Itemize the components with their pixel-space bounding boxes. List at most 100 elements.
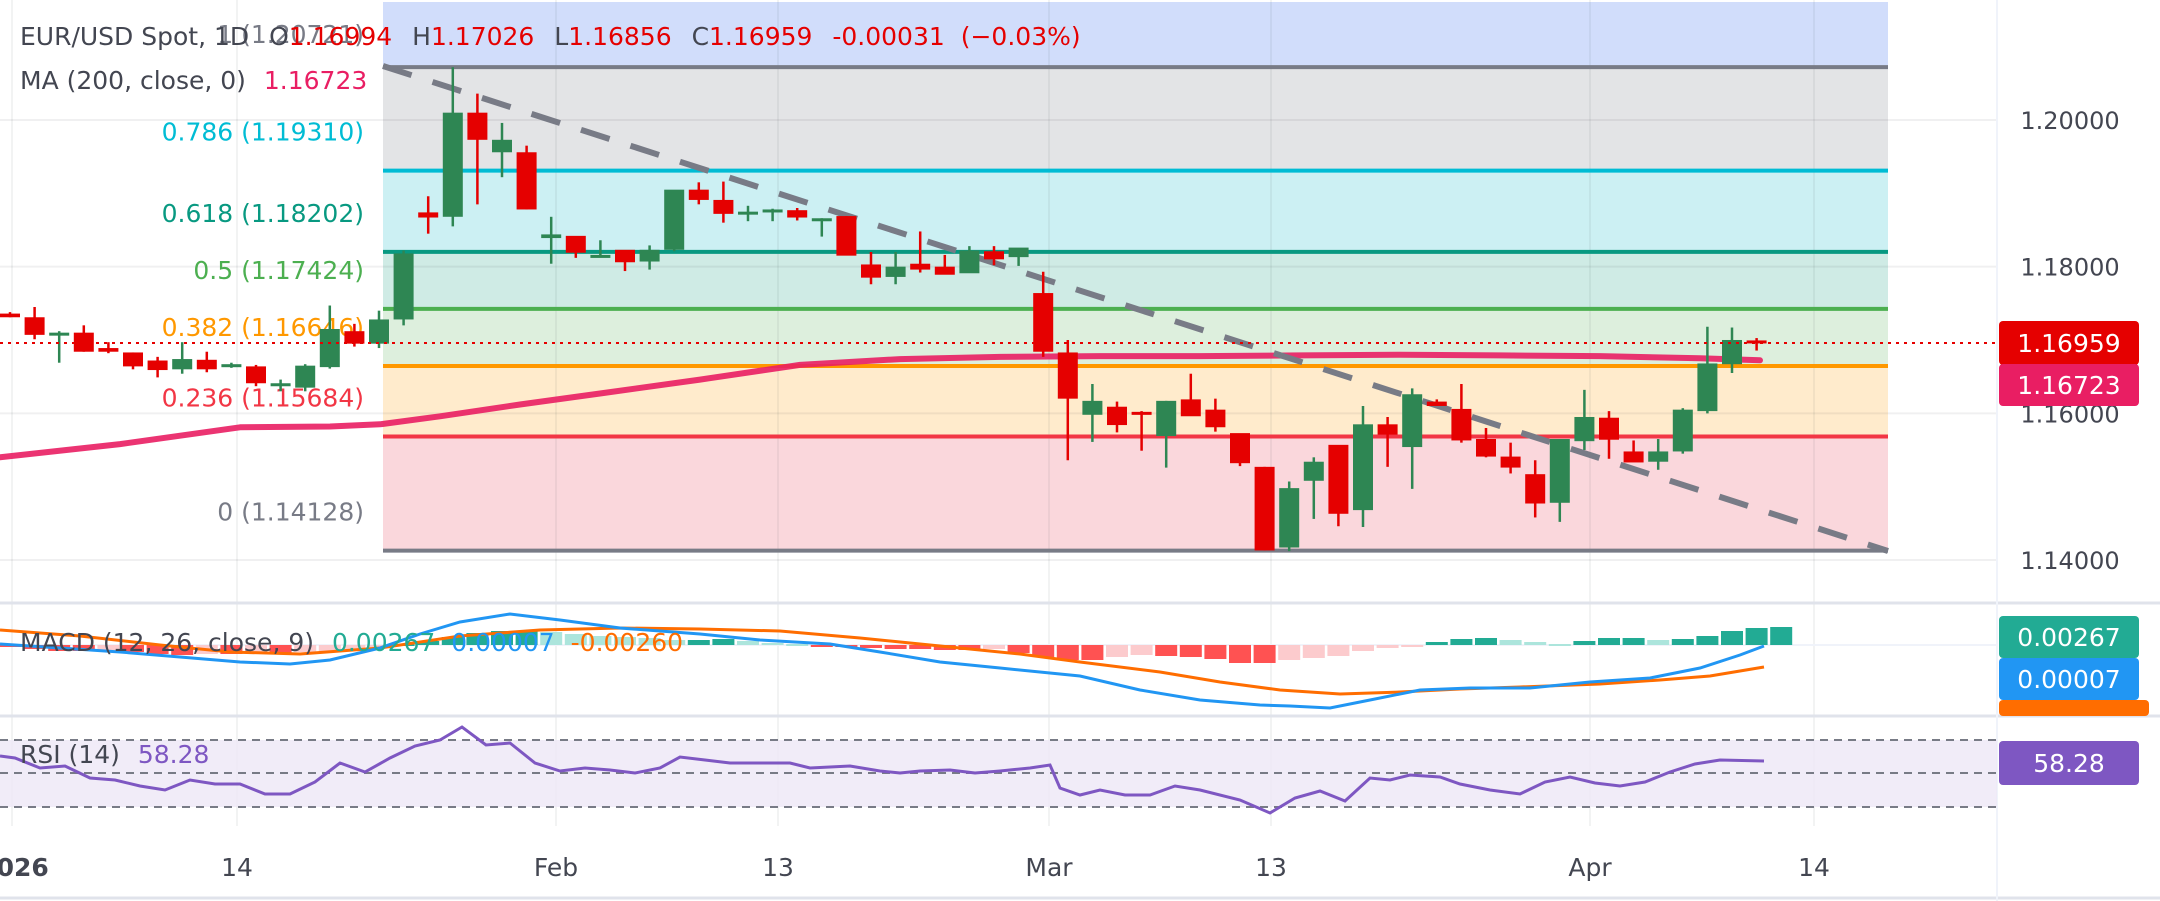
- macd-label[interactable]: MACD (12, 26, close, 9): [20, 628, 314, 657]
- candle[interactable]: [1648, 438, 1669, 470]
- candle[interactable]: [418, 196, 439, 234]
- candle[interactable]: [836, 216, 857, 256]
- candle[interactable]: [221, 362, 242, 368]
- candle[interactable]: [713, 181, 734, 223]
- candle[interactable]: [1549, 438, 1570, 522]
- candle[interactable]: [1426, 399, 1447, 406]
- candle[interactable]: [295, 364, 316, 392]
- candle[interactable]: [1697, 326, 1718, 414]
- candle[interactable]: [246, 364, 266, 387]
- candle[interactable]: [885, 251, 906, 285]
- candle[interactable]: [762, 208, 783, 222]
- candle[interactable]: [1623, 440, 1644, 463]
- candle[interactable]: [1107, 401, 1127, 433]
- candle[interactable]: [1672, 408, 1693, 454]
- candle[interactable]: [1180, 373, 1201, 417]
- candle[interactable]: [1057, 339, 1078, 461]
- candle[interactable]: [393, 250, 414, 326]
- rsi-pane[interactable]: [0, 725, 1997, 815]
- candle[interactable]: [639, 245, 660, 270]
- macd-histogram-bar: [1130, 645, 1153, 655]
- candle[interactable]: [1008, 247, 1029, 266]
- candle[interactable]: [1254, 466, 1275, 551]
- candle[interactable]: [1476, 427, 1496, 458]
- trendline-dashed[interactable]: [382, 63, 1889, 554]
- candle[interactable]: [123, 352, 143, 370]
- candle[interactable]: [984, 246, 1004, 266]
- candle[interactable]: [664, 189, 685, 252]
- macd-pane[interactable]: [0, 612, 1997, 710]
- candle[interactable]: [1279, 481, 1300, 552]
- candle[interactable]: [615, 249, 635, 272]
- candle[interactable]: [738, 205, 758, 222]
- candle[interactable]: [1303, 457, 1324, 519]
- candle[interactable]: [1033, 271, 1054, 357]
- time-label-7: 14: [1798, 853, 1830, 882]
- macd-line[interactable]: [0, 612, 1765, 710]
- candle[interactable]: [1377, 416, 1398, 467]
- candle[interactable]: [1328, 444, 1349, 527]
- candle[interactable]: [196, 351, 217, 373]
- candle-body: [1500, 456, 1521, 468]
- macd-histogram-bar: [1745, 628, 1768, 645]
- candle[interactable]: [1500, 442, 1521, 474]
- rsi-value: 58.28: [137, 740, 210, 769]
- candle[interactable]: [147, 356, 168, 378]
- macd-histogram-bar: [1671, 639, 1694, 645]
- candle[interactable]: [787, 207, 808, 221]
- candle[interactable]: [369, 310, 389, 349]
- symbol-title[interactable]: EUR/USD Spot, 1D: [20, 22, 250, 51]
- macd-histogram-bar: [983, 645, 1005, 649]
- macd-histogram-bar: [122, 645, 144, 652]
- candle[interactable]: [73, 325, 94, 352]
- change-value: -0.00031: [832, 22, 945, 51]
- candle[interactable]: [516, 145, 537, 210]
- descending-trendline[interactable]: [382, 63, 1889, 554]
- rsi-label[interactable]: RSI (14): [20, 740, 120, 769]
- candle[interactable]: [1746, 338, 1767, 351]
- candle-body: [492, 139, 512, 153]
- candle[interactable]: [688, 182, 709, 205]
- candle[interactable]: [959, 246, 980, 274]
- candlestick-series[interactable]: [0, 67, 1767, 552]
- candle[interactable]: [1525, 460, 1546, 518]
- candle[interactable]: [811, 218, 832, 237]
- candle[interactable]: [1574, 389, 1595, 450]
- time-label-0: 2026: [0, 853, 49, 882]
- ma-200-line[interactable]: [0, 351, 1763, 461]
- candle[interactable]: [590, 240, 611, 258]
- candle[interactable]: [1451, 383, 1472, 443]
- candle[interactable]: [1230, 433, 1250, 467]
- candle[interactable]: [1205, 398, 1226, 432]
- macd-histogram-bar: [1499, 640, 1522, 645]
- candle[interactable]: [172, 342, 193, 374]
- candle[interactable]: [98, 342, 119, 354]
- candle[interactable]: [565, 235, 586, 258]
- candle[interactable]: [861, 251, 881, 285]
- candle[interactable]: [467, 93, 488, 205]
- ma-price-badge-bg: [1999, 363, 2139, 406]
- candle[interactable]: [1131, 411, 1152, 451]
- candle[interactable]: [24, 306, 45, 340]
- candle[interactable]: [1082, 383, 1103, 442]
- candle[interactable]: [319, 305, 340, 369]
- candle[interactable]: [1722, 327, 1742, 373]
- candle[interactable]: [442, 67, 463, 227]
- rsi-line[interactable]: [0, 725, 1765, 815]
- candle[interactable]: [1402, 388, 1423, 489]
- time-axis[interactable]: 2026 14 Feb 13 Mar 13 Apr 14: [0, 853, 1830, 882]
- ma-200-polyline[interactable]: [0, 351, 1763, 461]
- candle[interactable]: [910, 231, 931, 273]
- candle[interactable]: [492, 122, 512, 178]
- candle[interactable]: [1156, 400, 1177, 468]
- candle[interactable]: [270, 379, 291, 392]
- candle[interactable]: [49, 331, 70, 363]
- candle[interactable]: [1599, 411, 1619, 459]
- ma-label[interactable]: MA (200, close, 0): [20, 66, 246, 95]
- candle[interactable]: [934, 254, 955, 275]
- candle[interactable]: [541, 216, 562, 264]
- candle[interactable]: [1353, 405, 1373, 527]
- candle[interactable]: [0, 312, 20, 318]
- macd-histogram-bar: [1721, 631, 1743, 645]
